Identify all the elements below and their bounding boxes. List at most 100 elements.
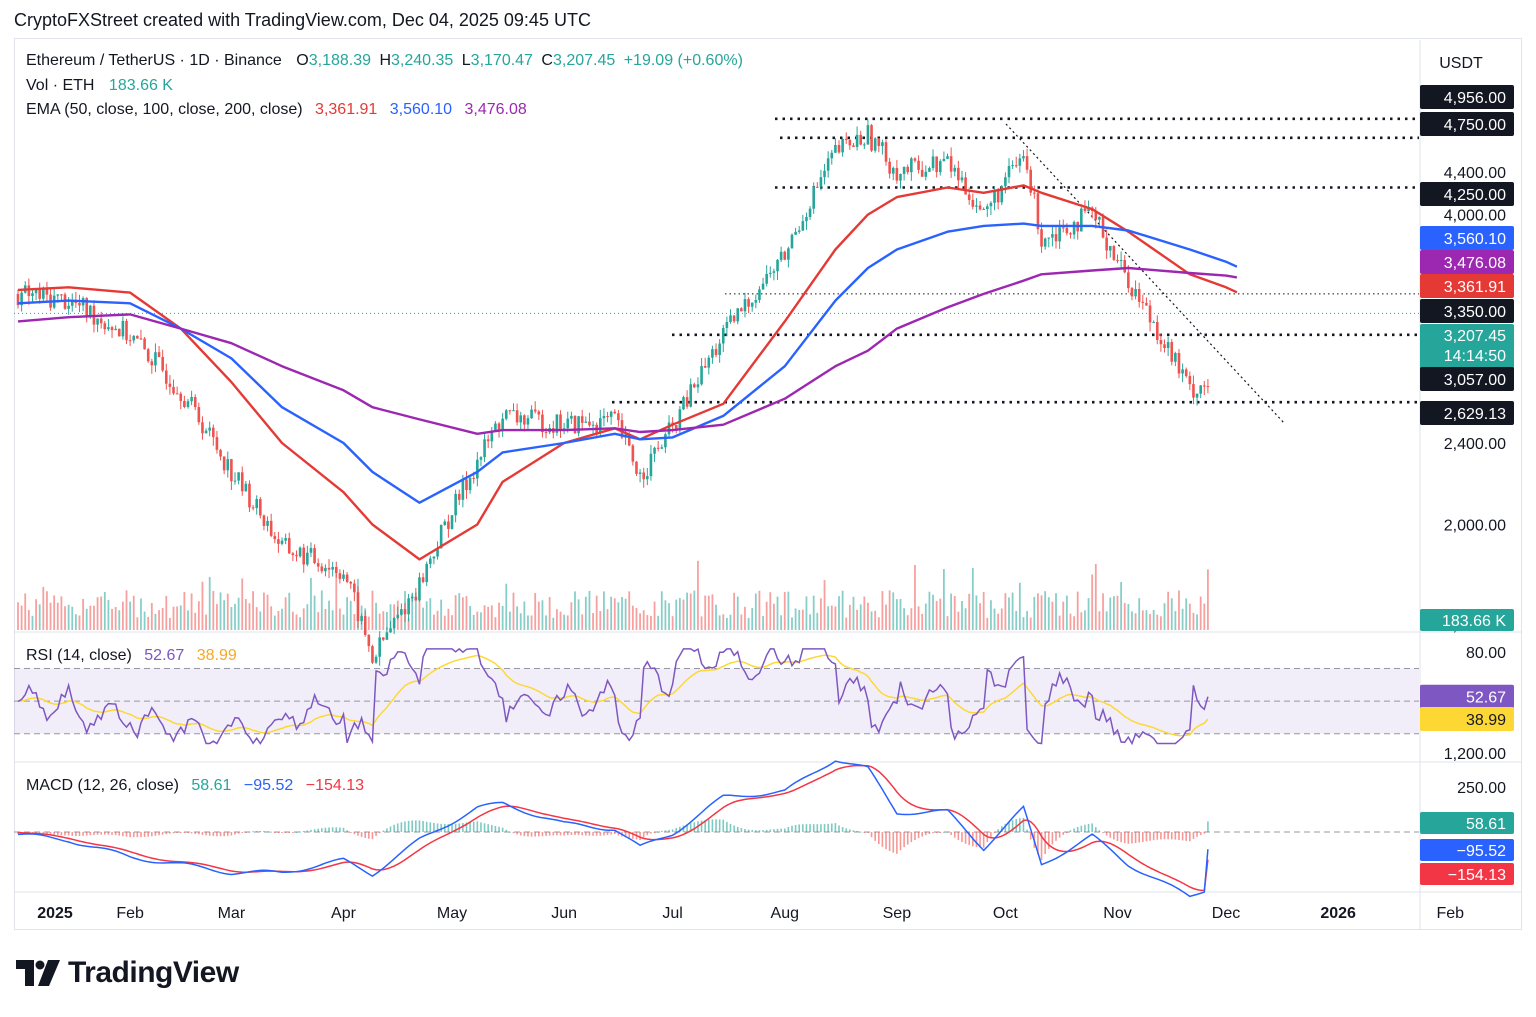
volume-bar: [1022, 617, 1025, 630]
macd-hist-bar: [490, 825, 493, 832]
candle-body: [302, 547, 306, 565]
macd-hist-bar: [617, 832, 620, 836]
volume-bar: [476, 611, 479, 630]
volume-bar: [863, 596, 866, 630]
volume-bar: [216, 604, 218, 630]
macd-hist-bar: [288, 832, 291, 833]
macd-hist-bar: [1066, 832, 1068, 833]
volume-bar: [219, 592, 222, 630]
macd-hist-bar: [523, 832, 526, 837]
volume-bar: [820, 598, 822, 630]
candle-body: [240, 472, 244, 492]
candle-body: [920, 169, 924, 177]
macd-label[interactable]: MACD (12, 26, close): [26, 777, 179, 794]
macd-hist-bar: [646, 832, 649, 836]
candle-body: [1177, 352, 1181, 374]
ohlc-low: 3,170.47: [470, 52, 533, 69]
candle-body: [371, 646, 374, 663]
candle-body: [316, 563, 320, 567]
macd-hist-bar: [925, 832, 927, 836]
macd-hist-bar: [820, 824, 822, 832]
volume-bar: [870, 611, 873, 630]
candle-body: [476, 459, 479, 479]
candle-body: [381, 637, 385, 640]
volume-bar: [798, 609, 801, 630]
macd-hist-bar: [378, 832, 381, 834]
candle-body: [418, 577, 421, 601]
tradingview-logo[interactable]: TradingView: [16, 956, 239, 990]
macd-hist-bar: [151, 832, 153, 837]
ema100-value: 3,560.10: [389, 101, 453, 118]
volume-bar: [74, 614, 77, 630]
candle-body: [183, 400, 186, 407]
candle-body: [866, 125, 870, 145]
macd-hist-bar: [31, 832, 34, 833]
candle-body: [212, 427, 215, 438]
macd-hist-bar: [1084, 824, 1086, 832]
candle-body: [204, 430, 208, 434]
macd-hist-bar: [295, 831, 298, 833]
candle-body: [468, 477, 472, 491]
volume-bar: [982, 592, 985, 630]
candle-body: [783, 251, 787, 260]
volume-bar: [530, 615, 533, 630]
macd-hist-bar: [751, 830, 754, 832]
candle-body: [215, 437, 219, 450]
symbol-title[interactable]: Ethereum / TetherUS · 1D · Binance: [26, 52, 282, 69]
candle-body: [494, 423, 497, 432]
macd-hist-bar: [1073, 828, 1075, 832]
candle-body: [693, 384, 696, 388]
macd-hist-bar: [747, 829, 750, 832]
macd-hist-bar: [313, 829, 316, 832]
macd-hist-bar: [1058, 832, 1061, 838]
macd-hist-bar: [957, 832, 960, 841]
candle-body: [70, 300, 74, 306]
candle-body: [541, 414, 544, 433]
candle-body: [338, 573, 342, 579]
volume-bar: [939, 598, 942, 630]
macd-hist-bar: [111, 832, 113, 835]
macd-hist-bar: [613, 832, 616, 835]
candle-body: [429, 558, 432, 564]
macd-hist-bar: [845, 828, 848, 832]
volume-bar: [71, 606, 74, 630]
macd-hist-bar: [541, 832, 544, 837]
rsi-label[interactable]: RSI (14, close): [26, 647, 132, 664]
macd-hist-bar: [465, 822, 468, 832]
candle-body: [269, 520, 273, 536]
candle-body: [143, 338, 146, 350]
candle-body: [852, 145, 855, 147]
macd-hist-bar: [534, 832, 536, 837]
volume-bar: [660, 591, 663, 630]
candle-body: [479, 457, 483, 460]
candle-body: [674, 425, 678, 431]
time-axis-label: Aug: [771, 905, 799, 922]
volume-label[interactable]: Vol · ETH: [26, 77, 95, 94]
macd-hist-bar: [46, 832, 48, 834]
time-axis-label: 2025: [37, 905, 73, 922]
macd-hist-bar: [230, 832, 233, 836]
volume-bar: [353, 614, 356, 630]
volume-bar: [993, 608, 996, 630]
candle-body: [899, 173, 902, 181]
candle-body: [1036, 193, 1040, 230]
time-axis-label: Mar: [218, 905, 246, 922]
price-badge: 3,350.00: [1444, 304, 1506, 321]
volume-bar: [541, 600, 544, 630]
macd-hist-bar: [208, 832, 211, 836]
candle-body: [750, 302, 754, 307]
macd-hist-bar: [114, 832, 117, 836]
ema-label[interactable]: EMA (50, close, 100, close, 200, close): [26, 101, 303, 118]
macd-hist-bar: [660, 830, 663, 832]
macd-hist-bar: [302, 831, 305, 833]
macd-hist-bar: [910, 832, 913, 843]
volume-bar: [331, 610, 334, 630]
candle-body: [1087, 207, 1090, 212]
candle-body: [588, 421, 591, 426]
candle-body: [60, 294, 63, 296]
ema100-line: [17, 222, 1238, 504]
macd-hist-bar: [183, 832, 186, 833]
candle-body: [313, 548, 316, 564]
volume-bar: [769, 592, 772, 630]
